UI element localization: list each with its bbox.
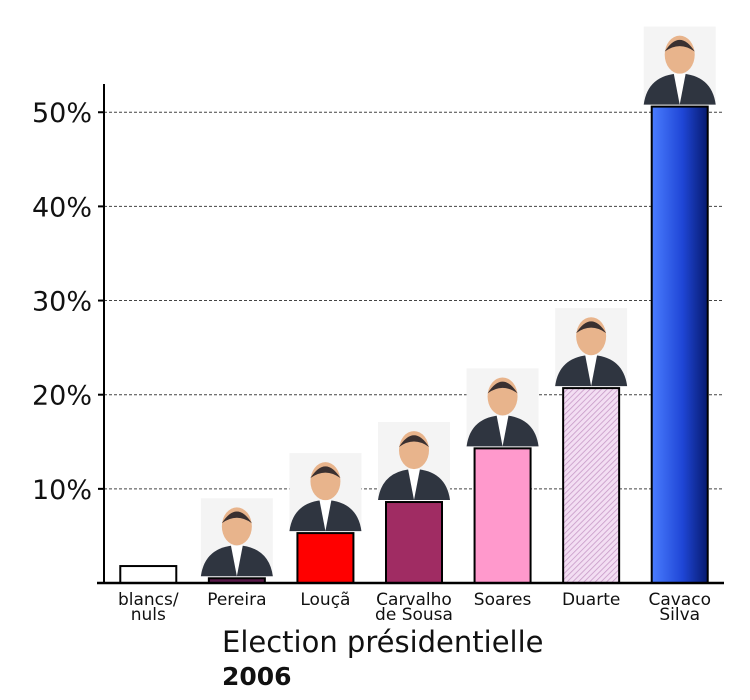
person-portrait [200,498,273,577]
bar [650,105,709,585]
person-portrait [378,422,450,501]
axes [97,84,724,585]
category-label: Soares [474,590,532,610]
chart-title: Election présidentielle [222,625,544,659]
category-label: Cavaco [648,590,711,610]
y-tick-label: 30% [32,287,92,318]
person-portrait [289,453,362,532]
category-label: Louçã [300,590,350,610]
y-tick-label: 10% [32,475,92,506]
bar [296,532,355,584]
bar [562,387,621,584]
category-label: Carvalho [376,590,452,610]
y-tick-labels: 10% 20% 30% 40% 50% [32,98,92,506]
category-label: Silva [659,605,700,625]
person-portrait [643,26,716,105]
person-portrait [466,368,539,447]
category-label: Pereira [207,590,266,610]
y-tick-label: 20% [32,381,92,412]
bar [385,501,443,584]
y-tick-label: 40% [32,192,92,223]
bars [119,105,709,585]
category-label: Duarte [562,590,620,610]
category-label: de Sousa [375,605,453,625]
y-tick-label: 50% [32,98,92,129]
bar [119,565,178,585]
category-label: nuls [131,605,166,625]
chart-subtitle: 2006 [222,662,292,691]
bar [473,447,532,584]
person-portrait [555,308,628,387]
portraits [200,26,716,577]
category-label: blancs/ [118,590,179,610]
